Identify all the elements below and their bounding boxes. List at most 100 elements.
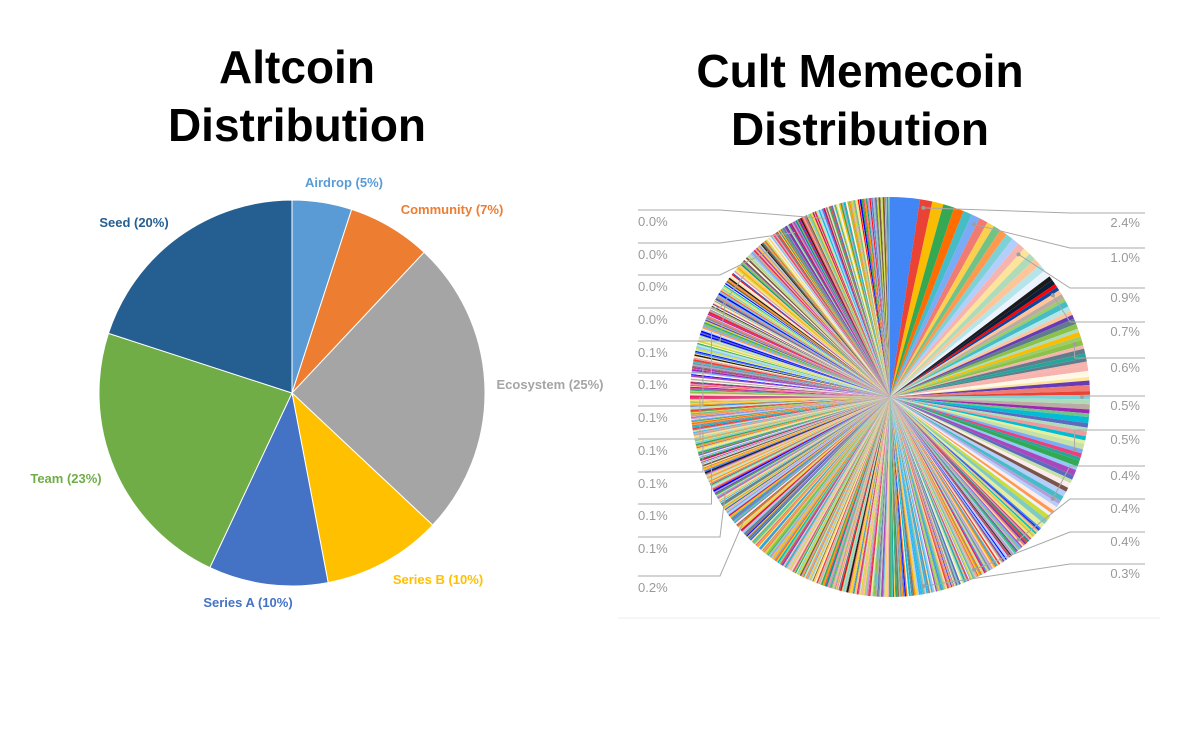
memecoin-slice	[890, 397, 1023, 548]
memecoin-slice	[724, 397, 890, 510]
memecoin-slice	[708, 312, 890, 397]
memecoin-slice	[712, 397, 890, 491]
memecoin-slice	[890, 287, 1060, 397]
memecoin-slice	[709, 309, 890, 397]
memecoin-slice	[700, 332, 890, 397]
memecoin-slice	[702, 326, 890, 397]
memecoin-value-label: 0.1%	[638, 476, 668, 491]
memecoin-slice	[890, 397, 938, 592]
memecoin-slice	[690, 397, 890, 410]
memecoin-slice	[834, 204, 890, 397]
memecoin-slice	[703, 397, 890, 471]
memecoin-leader-line	[973, 531, 1145, 571]
altcoin-slice-label: Ecosystem (25%)	[497, 377, 604, 392]
memecoin-slice	[890, 397, 952, 588]
memecoin-slice	[734, 397, 890, 525]
memecoin-slice	[882, 397, 890, 597]
memecoin-slice	[890, 397, 1090, 414]
memecoin-slice	[690, 397, 890, 413]
memecoin-slice	[812, 397, 890, 582]
memecoin-slice	[712, 304, 890, 397]
memecoin-slice	[724, 397, 890, 511]
memecoin-slice	[890, 364, 1089, 397]
memecoin-slice	[697, 341, 890, 397]
memecoin-slice	[890, 397, 1022, 549]
memecoin-slice	[863, 397, 890, 596]
memecoin-slice	[874, 197, 890, 397]
memecoin-slice	[890, 397, 977, 578]
memecoin-slice	[751, 397, 890, 542]
memecoin-slice	[841, 397, 890, 592]
memecoin-slice	[813, 211, 890, 397]
memecoin-slice	[861, 198, 890, 397]
memecoin-slice	[802, 216, 890, 397]
memecoin-slice	[704, 397, 890, 473]
memecoin-leader-line	[638, 274, 745, 309]
memecoin-slice	[744, 258, 890, 397]
memecoin-slice	[890, 397, 974, 580]
memecoin-slice	[716, 297, 890, 397]
memecoin-slice	[720, 397, 890, 506]
memecoin-slice	[690, 376, 890, 397]
memecoin-slice	[705, 397, 890, 476]
memecoin-slice	[798, 218, 890, 397]
memecoin-leader-line	[638, 209, 826, 219]
memecoin-slice	[801, 397, 890, 578]
memecoin-slice	[694, 397, 890, 441]
memecoin-slice	[804, 216, 890, 397]
memecoin-slice	[697, 397, 890, 452]
memecoin-slice	[890, 397, 1057, 512]
memecoin-slice	[700, 330, 890, 397]
memecoin-slice	[796, 397, 890, 575]
memecoin-slice	[701, 328, 890, 397]
memecoin-slice	[890, 323, 1078, 397]
memecoin-slice	[695, 397, 890, 446]
memecoin-leader-dot	[1016, 252, 1021, 257]
memecoin-slice	[749, 254, 890, 397]
memecoin-slice	[752, 250, 890, 397]
memecoin-slice	[758, 245, 890, 397]
memecoin-slice	[884, 397, 890, 597]
memecoin-slice	[890, 397, 966, 583]
memecoin-slice	[819, 397, 890, 585]
altcoin-slice-label: Community (7%)	[401, 202, 504, 217]
memecoin-slice	[890, 397, 1048, 525]
memecoin-slice	[843, 397, 890, 592]
memecoin-slice	[691, 372, 890, 397]
memecoin-slice	[806, 214, 890, 397]
memecoin-slice	[727, 279, 890, 397]
memecoin-slice	[890, 397, 1034, 538]
memecoin-slice	[691, 397, 890, 425]
memecoin-slice	[764, 240, 890, 397]
memecoin-slice	[890, 370, 1089, 397]
memecoin-slice	[890, 397, 946, 590]
memecoin-slice	[856, 199, 890, 397]
memecoin-slice	[864, 198, 890, 397]
memecoin-leader-line	[1052, 465, 1145, 499]
memecoin-leader-line	[1018, 498, 1145, 541]
memecoin-leader-line	[638, 231, 796, 244]
altcoin-slice	[98, 332, 293, 569]
memecoin-slice	[845, 201, 890, 397]
memecoin-slice	[805, 215, 890, 397]
memecoin-slice	[714, 300, 890, 397]
altcoin-slice-label: Seed (20%)	[99, 215, 168, 230]
memecoin-slice	[844, 202, 890, 397]
memecoin-slice	[707, 314, 890, 397]
memecoin-slice	[845, 397, 890, 593]
memecoin-slice	[890, 397, 1031, 541]
memecoin-slice	[691, 374, 890, 397]
memecoin-slice	[705, 319, 890, 397]
memecoin-slice	[756, 397, 890, 547]
altcoin-title-line2: Distribution	[167, 99, 427, 151]
memecoin-slice	[833, 397, 890, 590]
memecoin-slice	[890, 397, 971, 581]
memecoin-slice	[701, 397, 890, 466]
memecoin-slice	[890, 336, 1082, 397]
memecoin-slice	[872, 197, 890, 397]
memecoin-slice	[890, 238, 1019, 397]
memecoin-title-line2: Distribution	[730, 103, 990, 155]
memecoin-slice	[762, 242, 890, 397]
memecoin-slice	[836, 204, 890, 397]
memecoin-value-label: 0.5%	[1110, 432, 1140, 447]
